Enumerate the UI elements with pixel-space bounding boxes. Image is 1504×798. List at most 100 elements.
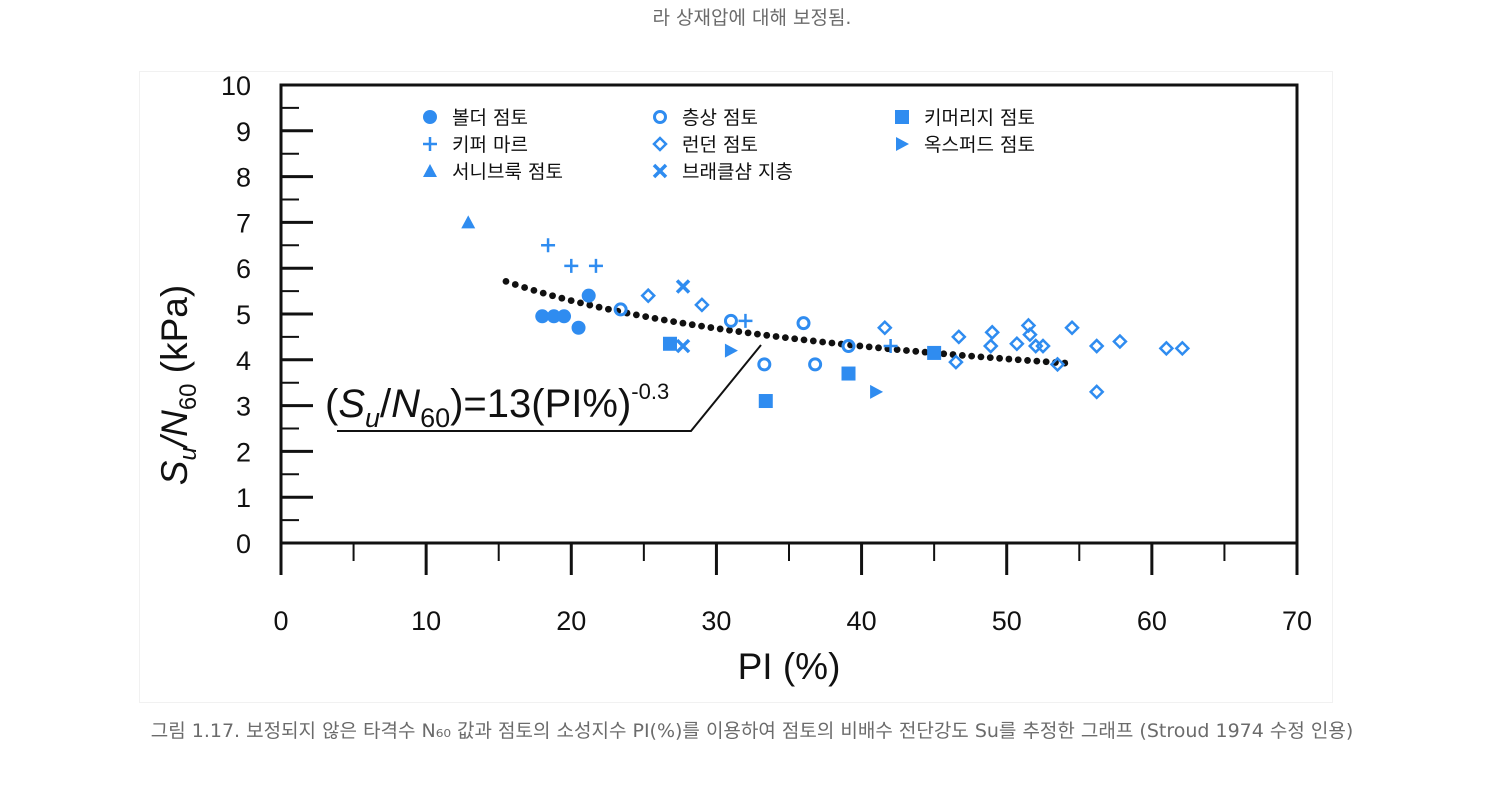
fit-curve-dot xyxy=(716,325,724,333)
legend-label: 브래클샴 지층 xyxy=(682,161,793,183)
fit-curve-dot xyxy=(828,339,836,347)
data-point xyxy=(1035,338,1051,354)
fit-curve-dot xyxy=(679,319,687,327)
fit-curve-dot xyxy=(912,347,920,355)
y-label-sub-60: 60 xyxy=(175,383,202,410)
x-tick-label: 20 xyxy=(556,606,586,636)
legend-label: 키퍼 마르 xyxy=(452,134,528,156)
data-point xyxy=(1049,356,1066,373)
data-point xyxy=(724,343,738,358)
legend-marker xyxy=(423,164,437,177)
data-point xyxy=(535,309,550,324)
eq-sub-u: u xyxy=(365,403,380,433)
data-point xyxy=(1022,326,1038,343)
plot-area-border xyxy=(279,83,1299,545)
data-point xyxy=(541,238,556,253)
fit-curve-dot xyxy=(549,292,556,300)
fit-curve-dot xyxy=(781,334,789,342)
fit-curve-dot xyxy=(698,322,705,330)
data-point xyxy=(1112,333,1128,350)
legend-marker xyxy=(652,136,668,152)
data-point xyxy=(694,297,710,313)
fit-curve-dot xyxy=(958,351,966,359)
data-point xyxy=(951,329,967,345)
data-point xyxy=(841,339,856,354)
data-point xyxy=(571,320,586,335)
eq-slash: / xyxy=(380,382,392,426)
fit-curve-dot xyxy=(707,324,715,331)
y-tick-label: 2 xyxy=(236,437,251,467)
fit-curve-dot xyxy=(754,330,761,338)
eq-prefix: ( xyxy=(325,382,339,426)
x-tick-label: 60 xyxy=(1137,606,1167,636)
fit-curve-dot xyxy=(800,336,808,344)
fit-curve-dot xyxy=(660,316,668,324)
y-tick-label: 1 xyxy=(236,483,251,513)
data-point xyxy=(662,336,677,351)
fit-curve-dot xyxy=(986,354,994,362)
data-point xyxy=(675,338,691,354)
data-point xyxy=(557,309,572,324)
y-label-sub-u: u xyxy=(175,447,202,460)
fit-curve-dot xyxy=(744,329,752,337)
fit-curve-dot xyxy=(670,318,678,326)
legend-label: 런던 점토 xyxy=(682,134,758,156)
fit-curve-dot xyxy=(893,346,901,354)
legend-label: 키머리지 점토 xyxy=(924,107,1035,129)
fit-curve-dot xyxy=(558,294,566,302)
data-point xyxy=(948,354,964,370)
fit-curve-dot xyxy=(1042,358,1050,366)
legend-marker xyxy=(423,110,437,124)
data-point xyxy=(1064,319,1080,336)
fit-curve-dot xyxy=(726,326,733,334)
fit-curve-dot xyxy=(968,352,976,360)
y-tick-label: 3 xyxy=(236,392,251,422)
y-label-slash-n: /N xyxy=(154,410,195,450)
fit-curve-dot xyxy=(1014,356,1022,364)
data-point xyxy=(1009,336,1025,352)
fit-curve-dot xyxy=(1005,355,1013,363)
legend-label: 서니브룩 점토 xyxy=(452,161,563,183)
fit-curve-dot xyxy=(903,347,910,354)
data-point xyxy=(1174,340,1191,357)
x-axis: 0 10 20 30 40 50 60 70 xyxy=(273,543,1312,636)
fit-curve-dot xyxy=(502,277,510,285)
x-tick-label: 30 xyxy=(701,606,731,636)
y-tick-label: 8 xyxy=(236,163,251,193)
data-point xyxy=(870,384,884,399)
y-tick-label: 5 xyxy=(236,300,251,330)
data-point xyxy=(613,302,628,317)
eq-rest: )=13(PI%) xyxy=(450,382,631,426)
data-points xyxy=(461,215,1191,409)
legend-label: 볼더 점토 xyxy=(452,107,528,129)
data-point xyxy=(461,215,476,229)
fit-curve-dot xyxy=(763,331,771,339)
data-point xyxy=(927,345,942,360)
fit-curve xyxy=(502,277,1069,367)
fit-curve-dot xyxy=(856,342,864,350)
data-point xyxy=(546,309,561,324)
fit-equation-label: (Su/N60)=13(PI%)-0.3 xyxy=(325,379,669,433)
fit-curve-dot xyxy=(539,289,547,297)
data-point xyxy=(1088,338,1105,354)
legend-marker xyxy=(896,137,909,151)
fit-curve-dot xyxy=(530,286,538,294)
fit-curve-dot xyxy=(865,343,873,351)
legend-label: 옥스퍼드 점토 xyxy=(924,134,1035,156)
y-tick-label: 0 xyxy=(236,529,251,559)
x-tick-label: 0 xyxy=(273,606,288,636)
data-point xyxy=(841,366,856,381)
fit-curve-dot xyxy=(632,311,640,319)
fit-curve-dot xyxy=(605,305,612,313)
data-point xyxy=(723,313,738,328)
data-point xyxy=(675,279,691,294)
eq-exponent: -0.3 xyxy=(631,379,669,404)
fit-curve-dot xyxy=(791,335,799,343)
fit-curve-dot xyxy=(567,297,575,304)
fit-curve-dot xyxy=(688,321,696,329)
x-tick-label: 40 xyxy=(847,606,877,636)
data-point xyxy=(808,357,823,372)
y-axis-label: Su/N60 (kPa) xyxy=(154,285,202,485)
